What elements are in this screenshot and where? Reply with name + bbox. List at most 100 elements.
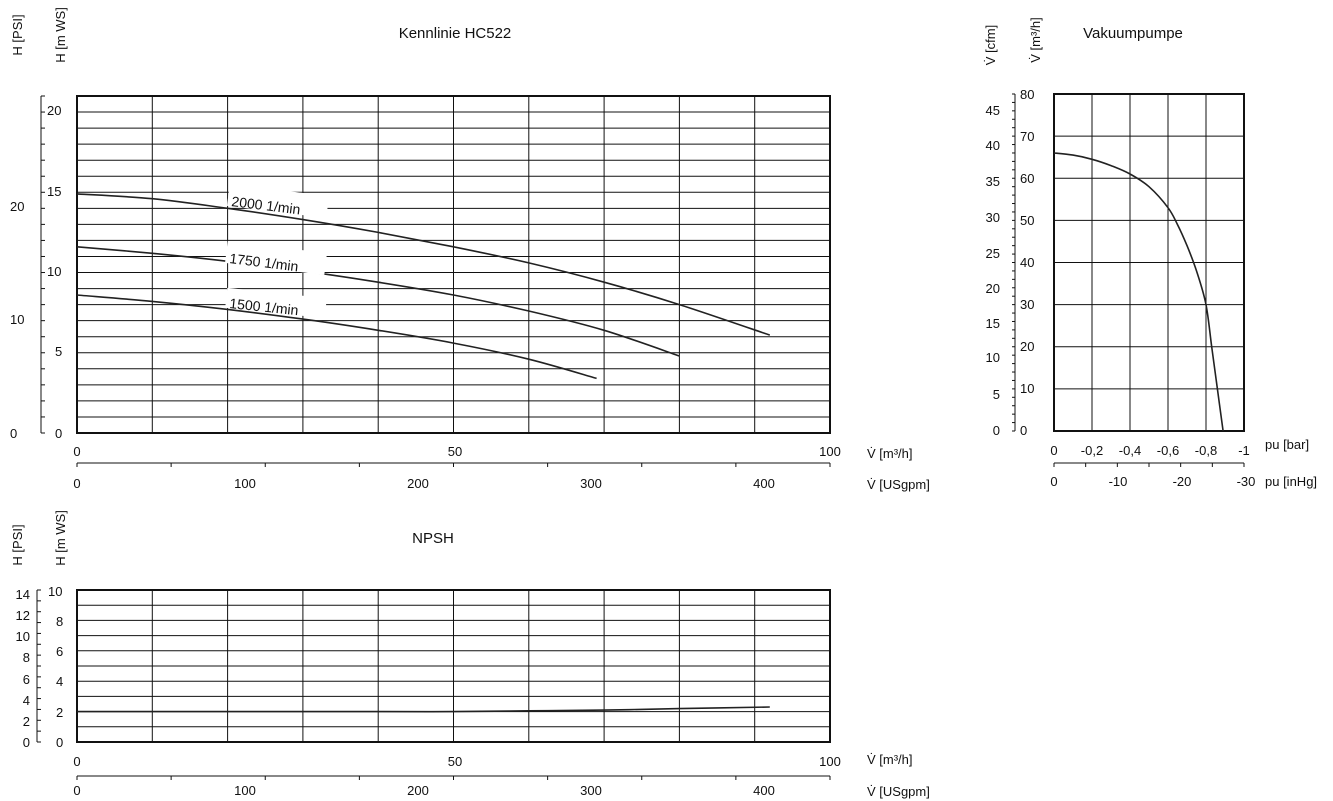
- npsh-ytick-psi-2: 2: [23, 714, 30, 729]
- vakuum-grid: [1054, 94, 1244, 431]
- vakuum-ytick-cfm-5: 5: [993, 387, 1000, 402]
- npsh-xtick-m3h-0: 0: [73, 754, 80, 769]
- kennlinie-ylabel-psi: H [PSI]: [10, 14, 25, 55]
- npsh-ytick-mws-10: 10: [48, 584, 62, 599]
- kennlinie-title: Kennlinie HC522: [399, 25, 512, 42]
- npsh-ylabel-mws: H [m WS]: [53, 510, 68, 566]
- kennlinie-ytick-psi-0: 0: [10, 426, 17, 441]
- kennlinie-ytick-mws-15: 15: [47, 184, 61, 199]
- npsh-xlabel-m3h: V̇ [m³/h]: [867, 752, 913, 767]
- npsh-ytick-psi-0: 0: [23, 735, 30, 750]
- kennlinie-ytick-mws-10: 10: [47, 264, 61, 279]
- vakuum-xlabel-inhg: pu [inHg]: [1265, 474, 1317, 489]
- npsh-xtick-usgpm-400: 400: [753, 783, 775, 798]
- vakuum-ytick-m3h-40: 40: [1020, 255, 1034, 270]
- vakuum-ytick-m3h-20: 20: [1020, 339, 1034, 354]
- vakuum-ylabel-cfm: V̇ [cfm]: [983, 25, 998, 65]
- kennlinie-ytick-mws-5: 5: [55, 344, 62, 359]
- npsh-xtick-usgpm-0: 0: [73, 783, 80, 798]
- npsh-chart: NPSH H [PSI] H [m WS] 0 2 4 6 8 10 12 14…: [10, 510, 930, 799]
- kennlinie-frame: [76, 95, 831, 434]
- vakuum-ytick-m3h-60: 60: [1020, 171, 1034, 186]
- vakuum-ytick-m3h-70: 70: [1020, 129, 1034, 144]
- vakuum-ytick-m3h-80: 80: [1020, 87, 1034, 102]
- kennlinie-xtick-m3h-0: 0: [73, 444, 80, 459]
- npsh-y-ticks: [37, 589, 41, 743]
- kennlinie-xtick-m3h-50: 50: [448, 444, 462, 459]
- kennlinie-ytick-mws-0: 0: [55, 426, 62, 441]
- npsh-xtick-usgpm-300: 300: [580, 783, 602, 798]
- npsh-curve: [76, 706, 770, 713]
- vakuum-ytick-m3h-50: 50: [1020, 213, 1034, 228]
- vakuum-ytick-cfm-15: 15: [986, 316, 1000, 331]
- curve-label-1500: 1500 1/min: [229, 295, 300, 318]
- curve-1500-rpm: [76, 294, 597, 380]
- vakuum-curve: [1053, 152, 1224, 432]
- kennlinie-chart: Kennlinie HC522 H [PSI] H [m WS] 0 10 20…: [10, 7, 930, 492]
- npsh-grid: [77, 590, 830, 742]
- kennlinie-xtick-m3h-100: 100: [819, 444, 841, 459]
- npsh-frame: [76, 589, 831, 743]
- vakuum-title: Vakuumpumpe: [1083, 25, 1183, 42]
- kennlinie-xtick-usgpm-300: 300: [580, 476, 602, 491]
- vakuum-xtick-bar-1: -1: [1238, 443, 1250, 458]
- vakuum-xtick-inhg-0: 0: [1050, 474, 1057, 489]
- kennlinie-xtick-usgpm-400: 400: [753, 476, 775, 491]
- npsh-ytick-psi-12: 12: [16, 608, 30, 623]
- vakuum-ytick-cfm-0: 0: [993, 423, 1000, 438]
- kennlinie-xtick-usgpm-100: 100: [234, 476, 256, 491]
- npsh-xlabel-usgpm: V̇ [USgpm]: [867, 784, 930, 799]
- npsh-ytick-psi-10: 10: [16, 629, 30, 644]
- kennlinie-ytick-mws-20: 20: [47, 103, 61, 118]
- vakuum-ytick-cfm-20: 20: [986, 281, 1000, 296]
- npsh-xtick-usgpm-200: 200: [407, 783, 429, 798]
- kennlinie-y-ticks: [41, 95, 45, 434]
- vakuum-xtick-inhg-10: -10: [1109, 474, 1128, 489]
- curve-1750-rpm: [76, 246, 680, 357]
- vakuum-xtick-bar-0-4: -0,4: [1119, 443, 1141, 458]
- kennlinie-xlabel-m3h: V̇ [m³/h]: [867, 446, 913, 461]
- vakuum-ytick-cfm-30: 30: [986, 210, 1000, 225]
- vakuum-xtick-bar-0-6: -0,6: [1157, 443, 1179, 458]
- vakuum-frame: [1053, 93, 1245, 432]
- kennlinie-ylabel-mws: H [m WS]: [53, 7, 68, 63]
- kennlinie-ytick-psi-10: 10: [10, 312, 24, 327]
- vakuum-ytick-cfm-35: 35: [986, 174, 1000, 189]
- npsh-ylabel-psi: H [PSI]: [10, 524, 25, 565]
- npsh-ytick-mws-0: 0: [56, 735, 63, 750]
- vakuumpumpe-chart: Vakuumpumpe V̇ [cfm] V̇ [m³/h] 0 5 10 15…: [983, 17, 1317, 489]
- vakuum-ytick-cfm-25: 25: [986, 246, 1000, 261]
- vakuum-ytick-cfm-45: 45: [986, 103, 1000, 118]
- kennlinie-xtick-usgpm-0: 0: [73, 476, 80, 491]
- vakuum-ytick-cfm-40: 40: [986, 138, 1000, 153]
- npsh-ytick-psi-6: 6: [23, 672, 30, 687]
- npsh-ytick-psi-8: 8: [23, 650, 30, 665]
- vakuum-xtick-bar-0-2: -0,2: [1081, 443, 1103, 458]
- vakuum-ytick-m3h-30: 30: [1020, 297, 1034, 312]
- vakuum-ytick-m3h-10: 10: [1020, 381, 1034, 396]
- kennlinie-xtick-usgpm-200: 200: [407, 476, 429, 491]
- npsh-xtick-usgpm-100: 100: [234, 783, 256, 798]
- vakuum-x-ticks: [1053, 463, 1245, 467]
- npsh-ytick-mws-4: 4: [56, 674, 63, 689]
- kennlinie-ytick-psi-20: 20: [10, 199, 24, 214]
- npsh-ytick-mws-2: 2: [56, 705, 63, 720]
- vakuum-xlabel-bar: pu [bar]: [1265, 437, 1309, 452]
- npsh-ytick-mws-8: 8: [56, 614, 63, 629]
- vakuum-y-labels: 0 5 10 15 20 25 30 35 40 45 0 10 20 30 4…: [986, 87, 1035, 438]
- vakuum-ytick-m3h-0: 0: [1020, 423, 1027, 438]
- vakuum-y-ticks: [1012, 93, 1015, 432]
- vakuum-xtick-inhg-20: -20: [1173, 474, 1192, 489]
- kennlinie-x-ticks: [76, 463, 831, 467]
- vakuum-xtick-bar-0: 0: [1050, 443, 1057, 458]
- curve-2000-rpm: [76, 193, 771, 336]
- vakuum-ytick-cfm-10: 10: [986, 350, 1000, 365]
- vakuum-xtick-inhg-30: -30: [1237, 474, 1256, 489]
- npsh-ytick-mws-6: 6: [56, 644, 63, 659]
- vakuum-ylabel-m3h: V̇ [m³/h]: [1028, 17, 1043, 63]
- npsh-title: NPSH: [412, 530, 454, 547]
- kennlinie-grid: [77, 96, 830, 433]
- npsh-xtick-m3h-50: 50: [448, 754, 462, 769]
- npsh-x-ticks: [76, 776, 831, 780]
- npsh-xtick-m3h-100: 100: [819, 754, 841, 769]
